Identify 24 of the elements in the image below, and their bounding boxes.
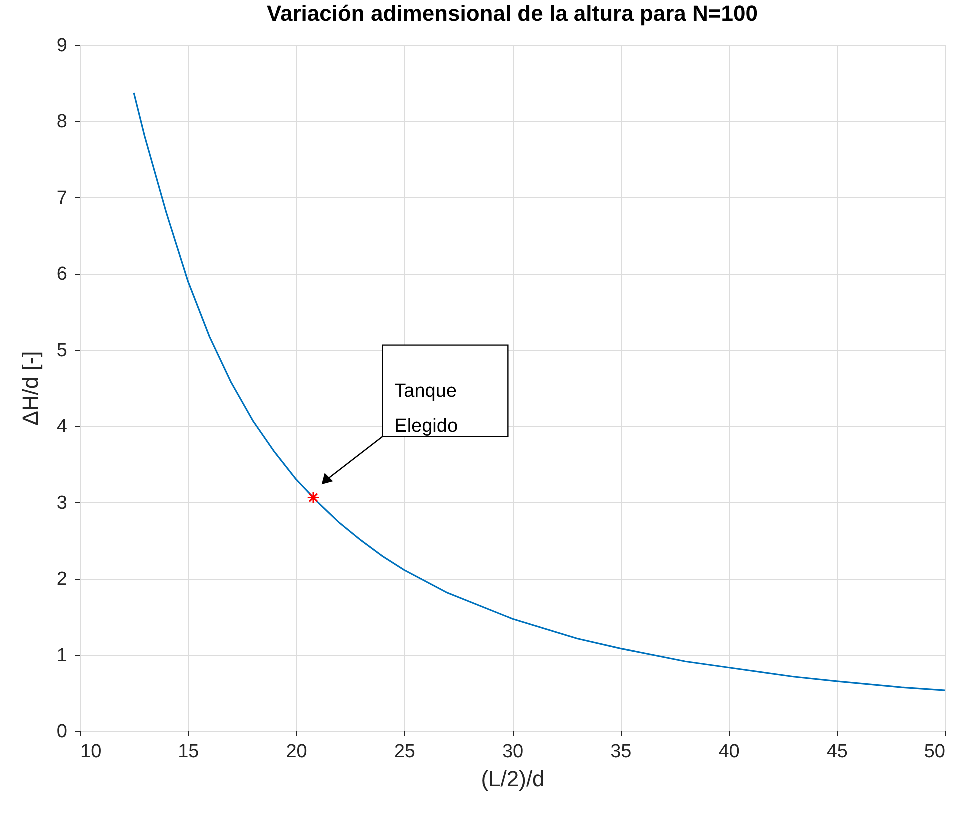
x-tick-label: 45 bbox=[826, 742, 848, 762]
y-tick-label: 7 bbox=[56, 188, 68, 209]
y-tick-label: 3 bbox=[56, 492, 68, 514]
x-tick-label: 25 bbox=[394, 742, 416, 762]
x-tick-label: 15 bbox=[178, 742, 200, 762]
x-tick-label: 50 bbox=[924, 742, 946, 762]
y-axis-title: ΔH/d [-] bbox=[18, 351, 43, 426]
x-tick-label: 20 bbox=[286, 742, 308, 762]
x-tick-label: 30 bbox=[502, 742, 524, 762]
y-tick-label: 5 bbox=[56, 340, 68, 362]
line-series bbox=[133, 92, 946, 692]
x-axis-title: (L/2)/d bbox=[481, 766, 545, 792]
x-tick-label: 10 bbox=[80, 742, 102, 762]
y-tick-label: 2 bbox=[56, 569, 68, 590]
y-tick-label: 6 bbox=[56, 264, 68, 286]
y-tick-label: 0 bbox=[56, 722, 68, 742]
y-tick-label: 1 bbox=[56, 645, 68, 666]
y-tick-label: 9 bbox=[56, 36, 68, 56]
annotation: Tanque Elegido bbox=[394, 381, 458, 438]
y-tick-label: 8 bbox=[56, 112, 68, 133]
x-tick-label: 40 bbox=[718, 742, 740, 762]
chart-title: Variación adimensional de la altura para N=100 bbox=[267, 1, 758, 26]
x-tick-label: 35 bbox=[610, 742, 632, 762]
y-tick-label: 4 bbox=[56, 416, 68, 438]
